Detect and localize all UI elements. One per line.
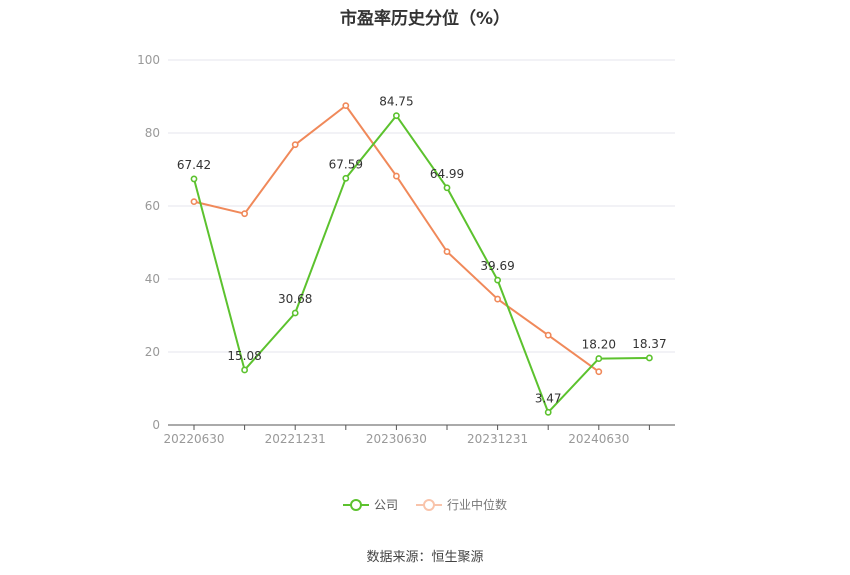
series-0-point-8 <box>595 355 603 362</box>
legend-item-industry-median[interactable]: 行业中位数 <box>416 496 507 513</box>
series-1-point-3 <box>342 102 350 110</box>
x-tick-label-20220630: 20220630 <box>163 432 224 446</box>
series-1-point-4 <box>392 172 400 180</box>
legend-swatch-industry-median <box>416 498 442 512</box>
legend-label-company: 公司 <box>373 498 398 512</box>
y-tick-label-20: 20 <box>145 345 160 359</box>
legend-item-company[interactable]: 公司 <box>342 496 398 513</box>
series-line-1 <box>193 104 600 373</box>
series-1-point-2 <box>291 141 299 149</box>
data-label-6: 39.69 <box>480 259 514 273</box>
series-0-point-7 <box>544 408 552 416</box>
data-label-5: 64.99 <box>430 167 464 181</box>
y-tick-label-0: 0 <box>152 418 160 432</box>
x-tick-label-20231231: 20231231 <box>467 432 528 446</box>
series-0-point-2 <box>291 309 299 317</box>
series-0-point-3 <box>342 174 350 182</box>
data-label-3: 67.59 <box>329 157 363 171</box>
data-source: 数据来源：恒生聚源 <box>366 550 484 565</box>
data-label-7: 3.47 <box>535 391 562 405</box>
series-0-point-0 <box>190 175 198 183</box>
legend-label-industry-median: 行业中位数 <box>447 498 508 512</box>
data-label-0: 67.42 <box>177 158 211 172</box>
y-tick-label-80: 80 <box>145 126 160 140</box>
series-0-point-4 <box>392 112 400 120</box>
data-label-4: 84.75 <box>379 95 413 109</box>
chart-title: 市盈率历史分位（%） <box>339 9 511 29</box>
x-tick-label-20230630: 20230630 <box>366 432 427 446</box>
y-tick-label-40: 40 <box>145 272 160 286</box>
data-labels: 67.42 15.08 30.68 67.59 84.75 64.99 39.69 3.47 1… <box>177 95 667 406</box>
legend: 公司 行业中位数 <box>0 496 850 513</box>
data-label-9: 18.37 <box>632 337 666 351</box>
series-0-point-5 <box>443 184 451 192</box>
series-0-point-1 <box>241 366 248 374</box>
series-1-point-6 <box>494 295 501 303</box>
x-tick-label-20221231: 20221231 <box>265 432 326 446</box>
x-axis: 20220630 20221231 20230630 20231231 20240630 <box>163 424 675 446</box>
series-1-point-0 <box>190 198 198 206</box>
series-line-0 <box>193 114 650 414</box>
series-1-point-8 <box>595 368 603 376</box>
legend-swatch-company <box>342 498 369 512</box>
series-0-point-6 <box>494 276 501 284</box>
y-tick-label-60: 60 <box>145 199 160 213</box>
y-tick-label-100: 100 <box>137 53 160 67</box>
series-group <box>190 102 653 416</box>
series-1-point-7 <box>544 331 552 339</box>
data-label-1: 15.08 <box>227 349 261 363</box>
data-label-8: 18.20 <box>582 338 616 352</box>
series-1-point-1 <box>241 210 248 218</box>
grid-lines <box>168 59 675 353</box>
y-axis: 0 20 40 60 80 100 <box>137 53 160 432</box>
data-label-2: 30.68 <box>278 292 312 306</box>
x-tick-label-20240630: 20240630 <box>568 432 629 446</box>
series-1-point-5 <box>443 248 451 256</box>
series-0-point-9 <box>646 354 653 362</box>
